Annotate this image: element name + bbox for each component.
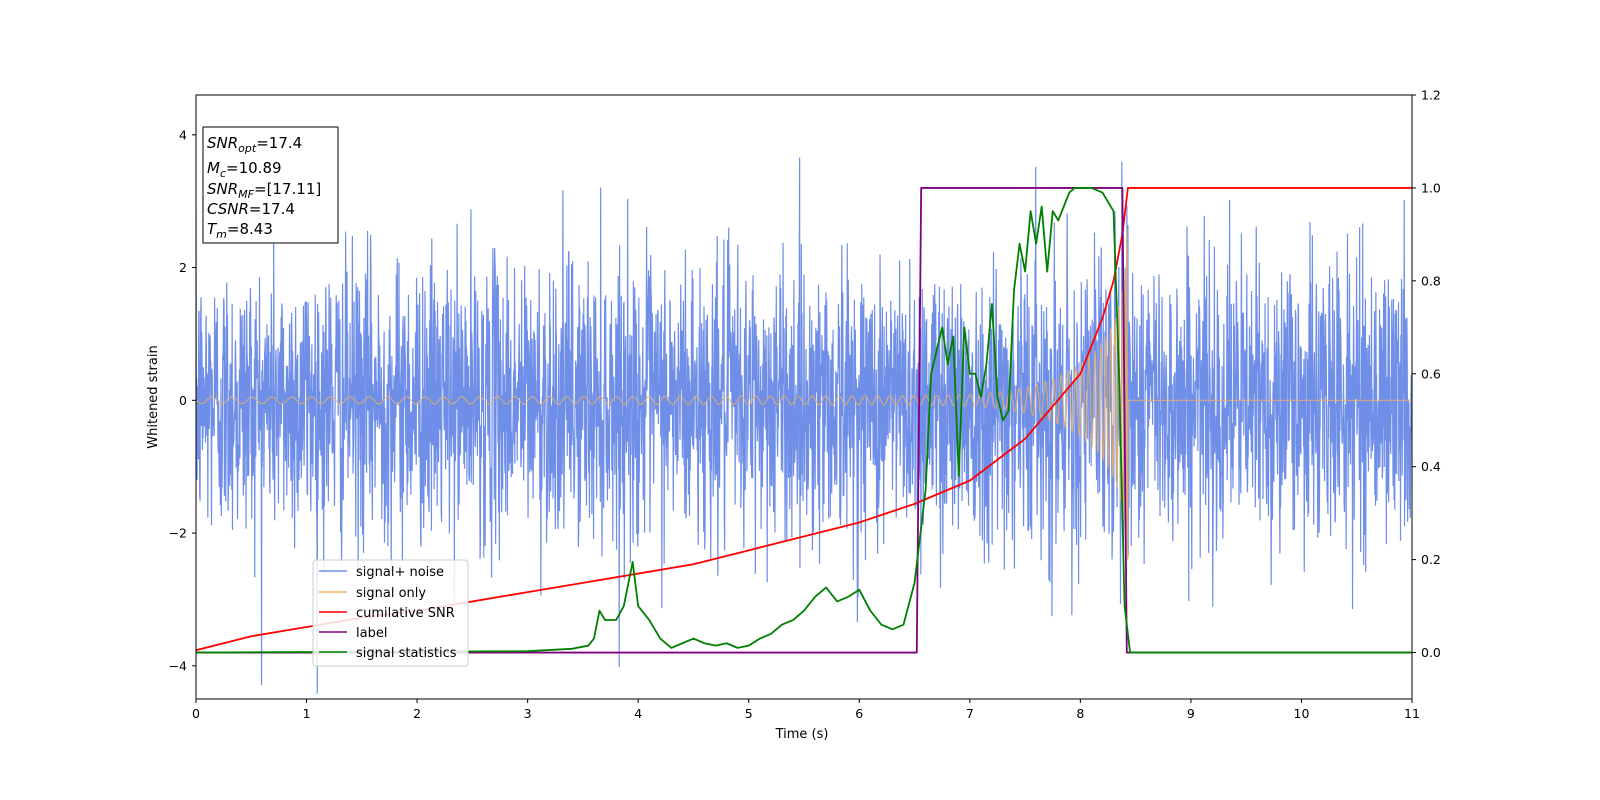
legend-frame xyxy=(312,559,469,667)
series-signal-statistics-line xyxy=(196,187,1412,654)
y-right-tick-label: 0.6 xyxy=(1421,366,1441,381)
x-tick-label: 0 xyxy=(192,706,200,721)
y-left-tick-label: 4 xyxy=(179,127,187,142)
x-tick-label: 4 xyxy=(634,706,642,721)
axes-frame xyxy=(195,94,1413,700)
x-tick-label: 6 xyxy=(855,706,863,721)
y-right-tick-label: 1.0 xyxy=(1421,180,1441,195)
legend-entry-signal-noise: signal+ noise xyxy=(319,565,444,580)
legend-entry-cumulative-snr: cumilative SNR xyxy=(319,606,455,621)
x-tick-label: 2 xyxy=(413,706,421,721)
x-tick-label: 10 xyxy=(1294,706,1310,721)
snr-mf-text: SNRMF=[17.11] xyxy=(207,180,321,201)
y-right-tick-label: 1.2 xyxy=(1421,88,1441,103)
y-left-tick-label: −2 xyxy=(169,526,187,541)
x-axis: 0 1 2 3 4 5 6 7 8 9 10 11 xyxy=(192,699,1420,721)
x-tick-label: 11 xyxy=(1404,706,1420,721)
legend-entry-label: label xyxy=(319,626,387,641)
csnr-text: CSNR=17.4 xyxy=(207,200,295,218)
legend-label-signal-noise: signal+ noise xyxy=(356,565,444,580)
x-tick-label: 8 xyxy=(1076,706,1084,721)
series-signal-only-line xyxy=(196,228,1412,561)
legend-entry-signal-statistics: signal statistics xyxy=(319,646,457,661)
y-right-tick-label: 0.8 xyxy=(1421,273,1441,288)
x-axis-label: Time (s) xyxy=(775,727,829,742)
legend-label-signal-only: signal only xyxy=(356,586,426,601)
legend-label-label: label xyxy=(356,626,387,641)
x-tick-label: 7 xyxy=(966,706,974,721)
mc-text: Mc=10.89 xyxy=(207,159,282,180)
legend-label-signal-statistics: signal statistics xyxy=(356,646,457,661)
y-right-tick-label: 0.4 xyxy=(1421,459,1441,474)
snr-opt-text: SNRopt=17.4 xyxy=(207,134,302,155)
y-left-tick-label: 0 xyxy=(179,393,187,408)
y-right-tick-label: 0.0 xyxy=(1421,645,1441,660)
x-tick-label: 1 xyxy=(303,706,311,721)
x-tick-label: 5 xyxy=(745,706,753,721)
y-left-tick-label: 2 xyxy=(179,260,187,275)
metrics-annotation-box: SNRopt=17.4 Mc=10.89 SNRMF=[17.11] CSNR=… xyxy=(202,126,339,244)
x-tick-label: 3 xyxy=(524,706,532,721)
y-axis-left: 4 2 0 −2 −4 xyxy=(169,127,196,673)
y-left-tick-label: −4 xyxy=(169,658,187,673)
x-tick-label: 9 xyxy=(1187,706,1195,721)
y-right-tick-label: 0.2 xyxy=(1421,552,1441,567)
legend-label-cumulative-snr: cumilative SNR xyxy=(356,606,455,621)
y-axis-right: 1.2 1.0 0.8 0.6 0.4 0.2 0.0 xyxy=(1412,88,1441,660)
y-axis-label: Whitened strain xyxy=(146,345,161,448)
legend-entry-signal-only: signal only xyxy=(319,586,426,601)
tm-text: Tm=8.43 xyxy=(207,220,273,241)
legend: signal+ noise signal only cumilative SNR… xyxy=(312,559,469,667)
series-signal-noise-line xyxy=(196,157,1412,694)
